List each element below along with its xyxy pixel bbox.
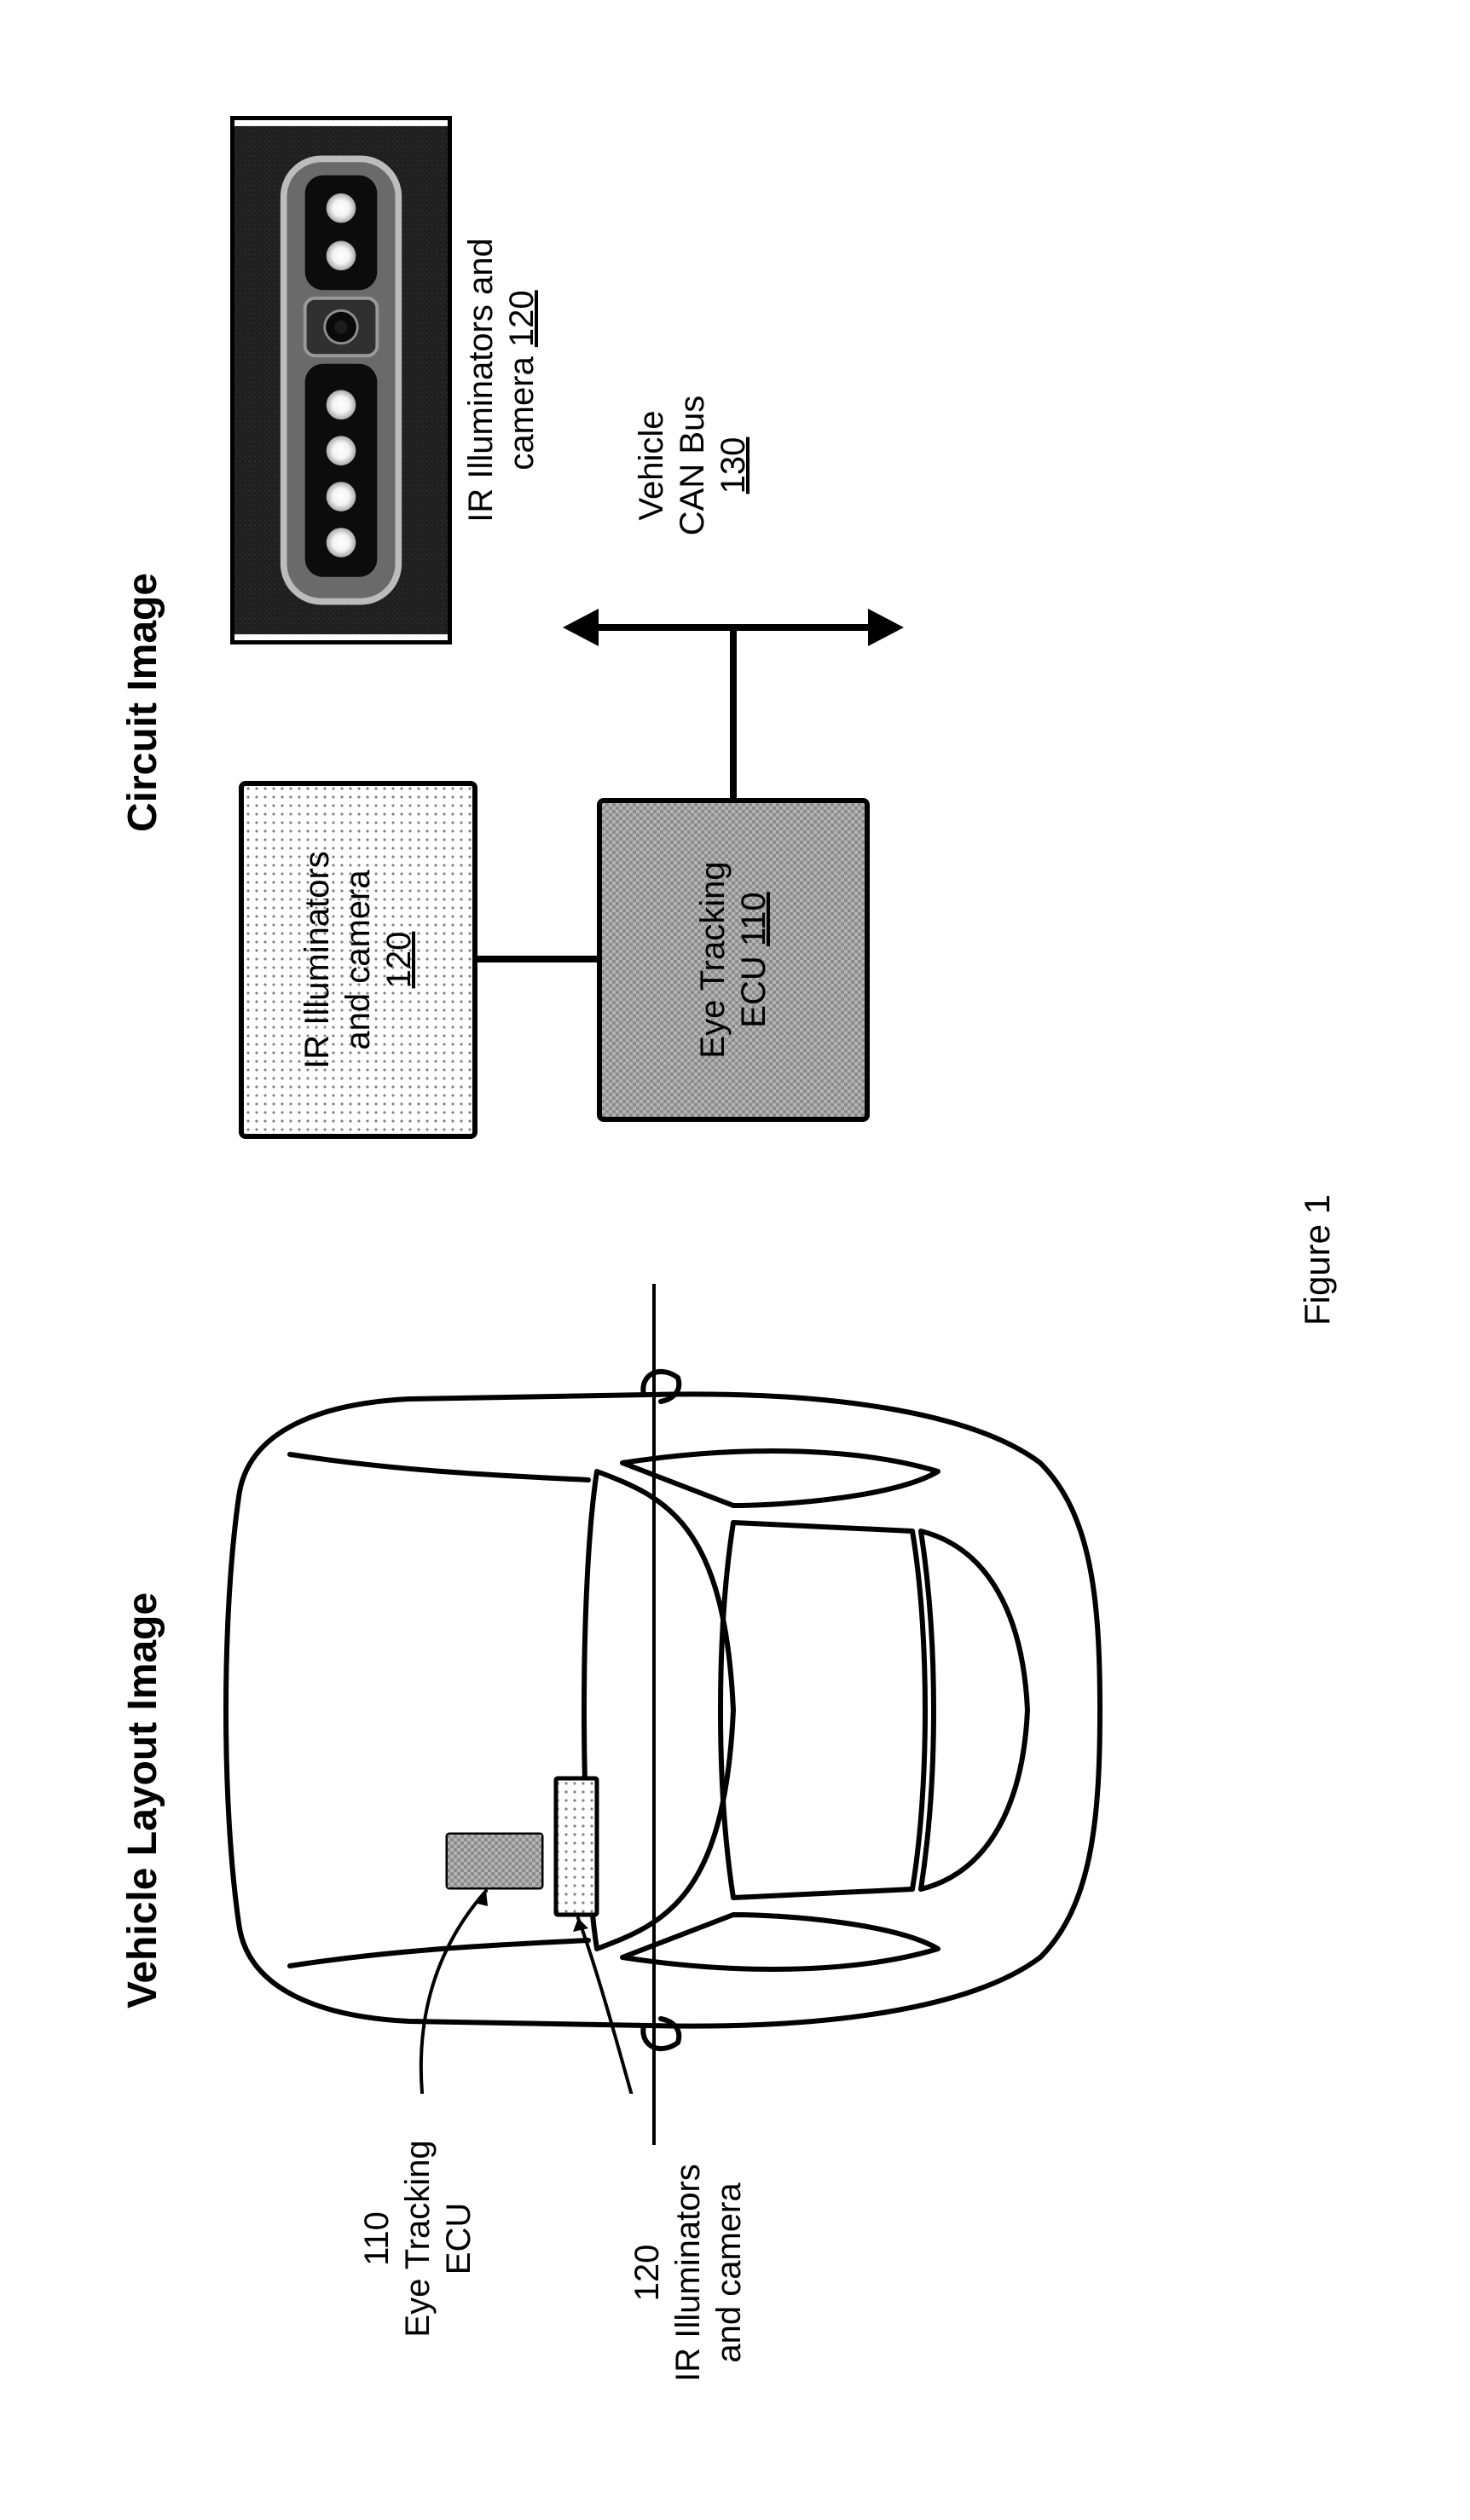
- ecu-box-l1: Eye Tracking: [692, 861, 733, 1058]
- center-rule: [652, 1284, 656, 2145]
- ecu-callout-num: 110: [356, 2111, 397, 2367]
- photo-caption-l1: IR Illuminators and: [460, 167, 501, 593]
- figure-caption: Figure 1: [1296, 0, 1339, 2520]
- car-diagram: [188, 1326, 1126, 2094]
- right-title: Circuit Image: [119, 573, 166, 832]
- ecu-box: Eye Tracking ECU 110: [597, 798, 870, 1122]
- left-title: Vehicle Layout Image: [119, 1592, 166, 2008]
- photo-caption: IR Illuminators and camera 120: [460, 167, 542, 593]
- ir-box-l2: and camera: [338, 870, 379, 1049]
- ir-box-num: 120: [379, 932, 420, 989]
- ir-box-l1: IR Illuminators: [297, 851, 338, 1069]
- ir-box: IR Illuminators and camera 120: [239, 781, 477, 1139]
- bus-connector: [529, 372, 955, 798]
- ecu-callout-l1: Eye Tracking: [397, 2111, 438, 2367]
- connector-ir-ecu: [477, 956, 597, 962]
- ecu-callout: 110 Eye Tracking ECU: [356, 2111, 479, 2367]
- ir-photo: [230, 116, 452, 644]
- ecu-callout-l2: ECU: [438, 2111, 479, 2367]
- ir-callout-num: 120: [627, 2136, 668, 2409]
- ir-callout: 120 IR Illuminators and camera: [627, 2136, 749, 2409]
- ecu-box-l2: ECU 110: [733, 892, 774, 1027]
- ir-callout-l1: IR Illuminators: [668, 2136, 709, 2409]
- photo-caption-l2: camera 120: [501, 167, 542, 593]
- ir-callout-l2: and camera: [709, 2136, 749, 2409]
